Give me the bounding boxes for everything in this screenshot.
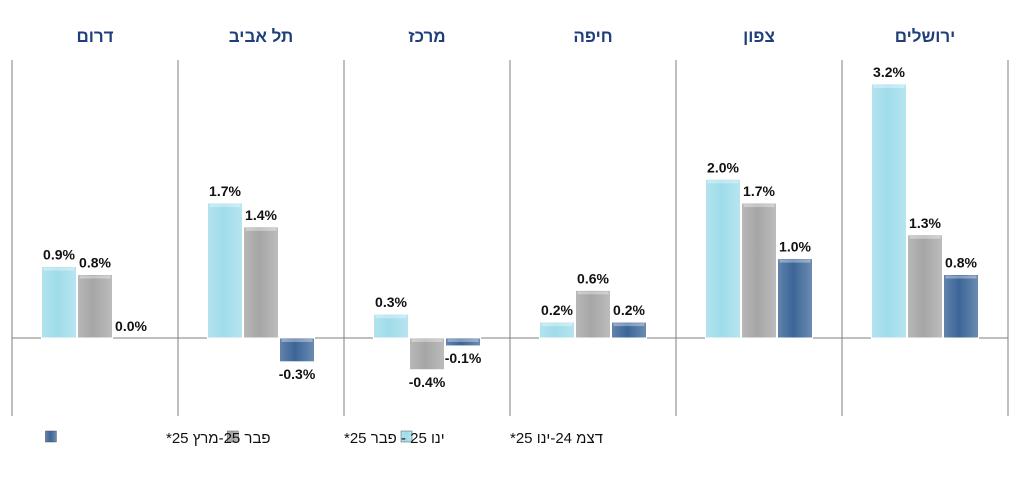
legend-label: ינו 25 - פבר 25* bbox=[344, 430, 445, 447]
bar-highlight bbox=[209, 204, 241, 208]
data-label: -0.1% bbox=[445, 350, 482, 366]
legend-label: דצמ 24-ינו 25* bbox=[510, 430, 603, 447]
bar-highlight bbox=[909, 235, 941, 239]
data-label: -0.3% bbox=[279, 366, 316, 382]
data-label: 3.2% bbox=[873, 64, 905, 80]
data-label: 0.8% bbox=[79, 255, 111, 271]
bar-highlight bbox=[541, 323, 573, 327]
bar-highlight bbox=[411, 339, 443, 342]
bar-highlight bbox=[245, 227, 277, 231]
bar-highlight bbox=[707, 180, 739, 184]
bar bbox=[41, 266, 77, 339]
bar-highlight bbox=[613, 323, 645, 327]
bar-highlight bbox=[43, 267, 75, 271]
bar bbox=[445, 337, 481, 347]
category-title: מרכז bbox=[408, 27, 445, 46]
bar bbox=[207, 202, 243, 339]
bar bbox=[741, 202, 777, 339]
bar bbox=[943, 274, 979, 339]
category-title: חיפה bbox=[573, 27, 612, 46]
data-label: 1.4% bbox=[245, 207, 277, 223]
data-label: 2.0% bbox=[707, 159, 739, 175]
bar bbox=[611, 321, 647, 339]
bar bbox=[279, 337, 315, 363]
category-title: ירושלים bbox=[895, 27, 956, 46]
data-label: 0.0% bbox=[115, 318, 147, 334]
data-label: 1.7% bbox=[209, 183, 241, 199]
data-label: 0.9% bbox=[43, 247, 75, 263]
bar bbox=[77, 274, 113, 339]
bar-highlight bbox=[281, 339, 313, 342]
bar-highlight bbox=[577, 291, 609, 295]
data-label: 0.6% bbox=[577, 270, 609, 286]
bar-highlight bbox=[945, 275, 977, 279]
bar bbox=[409, 337, 445, 371]
legend-label: פבר 25-מרץ 25* bbox=[166, 430, 271, 447]
legend-marker bbox=[400, 430, 413, 443]
data-label: 1.7% bbox=[743, 183, 775, 199]
bar-highlight bbox=[375, 315, 407, 319]
bar bbox=[243, 226, 279, 339]
bar-highlight bbox=[873, 85, 905, 88]
bar bbox=[871, 83, 907, 339]
data-label: 1.3% bbox=[909, 215, 941, 231]
bar-highlight bbox=[79, 275, 111, 279]
bar-highlight bbox=[743, 204, 775, 208]
bar bbox=[373, 313, 409, 339]
category-title: צפון bbox=[743, 27, 775, 46]
data-label: 1.0% bbox=[779, 239, 811, 255]
bar bbox=[705, 178, 741, 339]
bar bbox=[575, 289, 611, 339]
bar-highlight bbox=[779, 259, 811, 263]
bar bbox=[777, 258, 813, 339]
legend-marker bbox=[227, 430, 239, 443]
data-label: 0.3% bbox=[375, 294, 407, 310]
data-label: -0.4% bbox=[409, 374, 446, 390]
legend-marker bbox=[45, 430, 57, 443]
data-label: 0.2% bbox=[613, 302, 645, 318]
bar bbox=[907, 234, 943, 339]
category-title: תל אביב bbox=[229, 27, 293, 46]
category-title: דרום bbox=[76, 27, 113, 46]
bar bbox=[539, 321, 575, 339]
data-label: 0.2% bbox=[541, 302, 573, 318]
data-label: 0.8% bbox=[945, 255, 977, 271]
bar-highlight bbox=[447, 339, 479, 342]
